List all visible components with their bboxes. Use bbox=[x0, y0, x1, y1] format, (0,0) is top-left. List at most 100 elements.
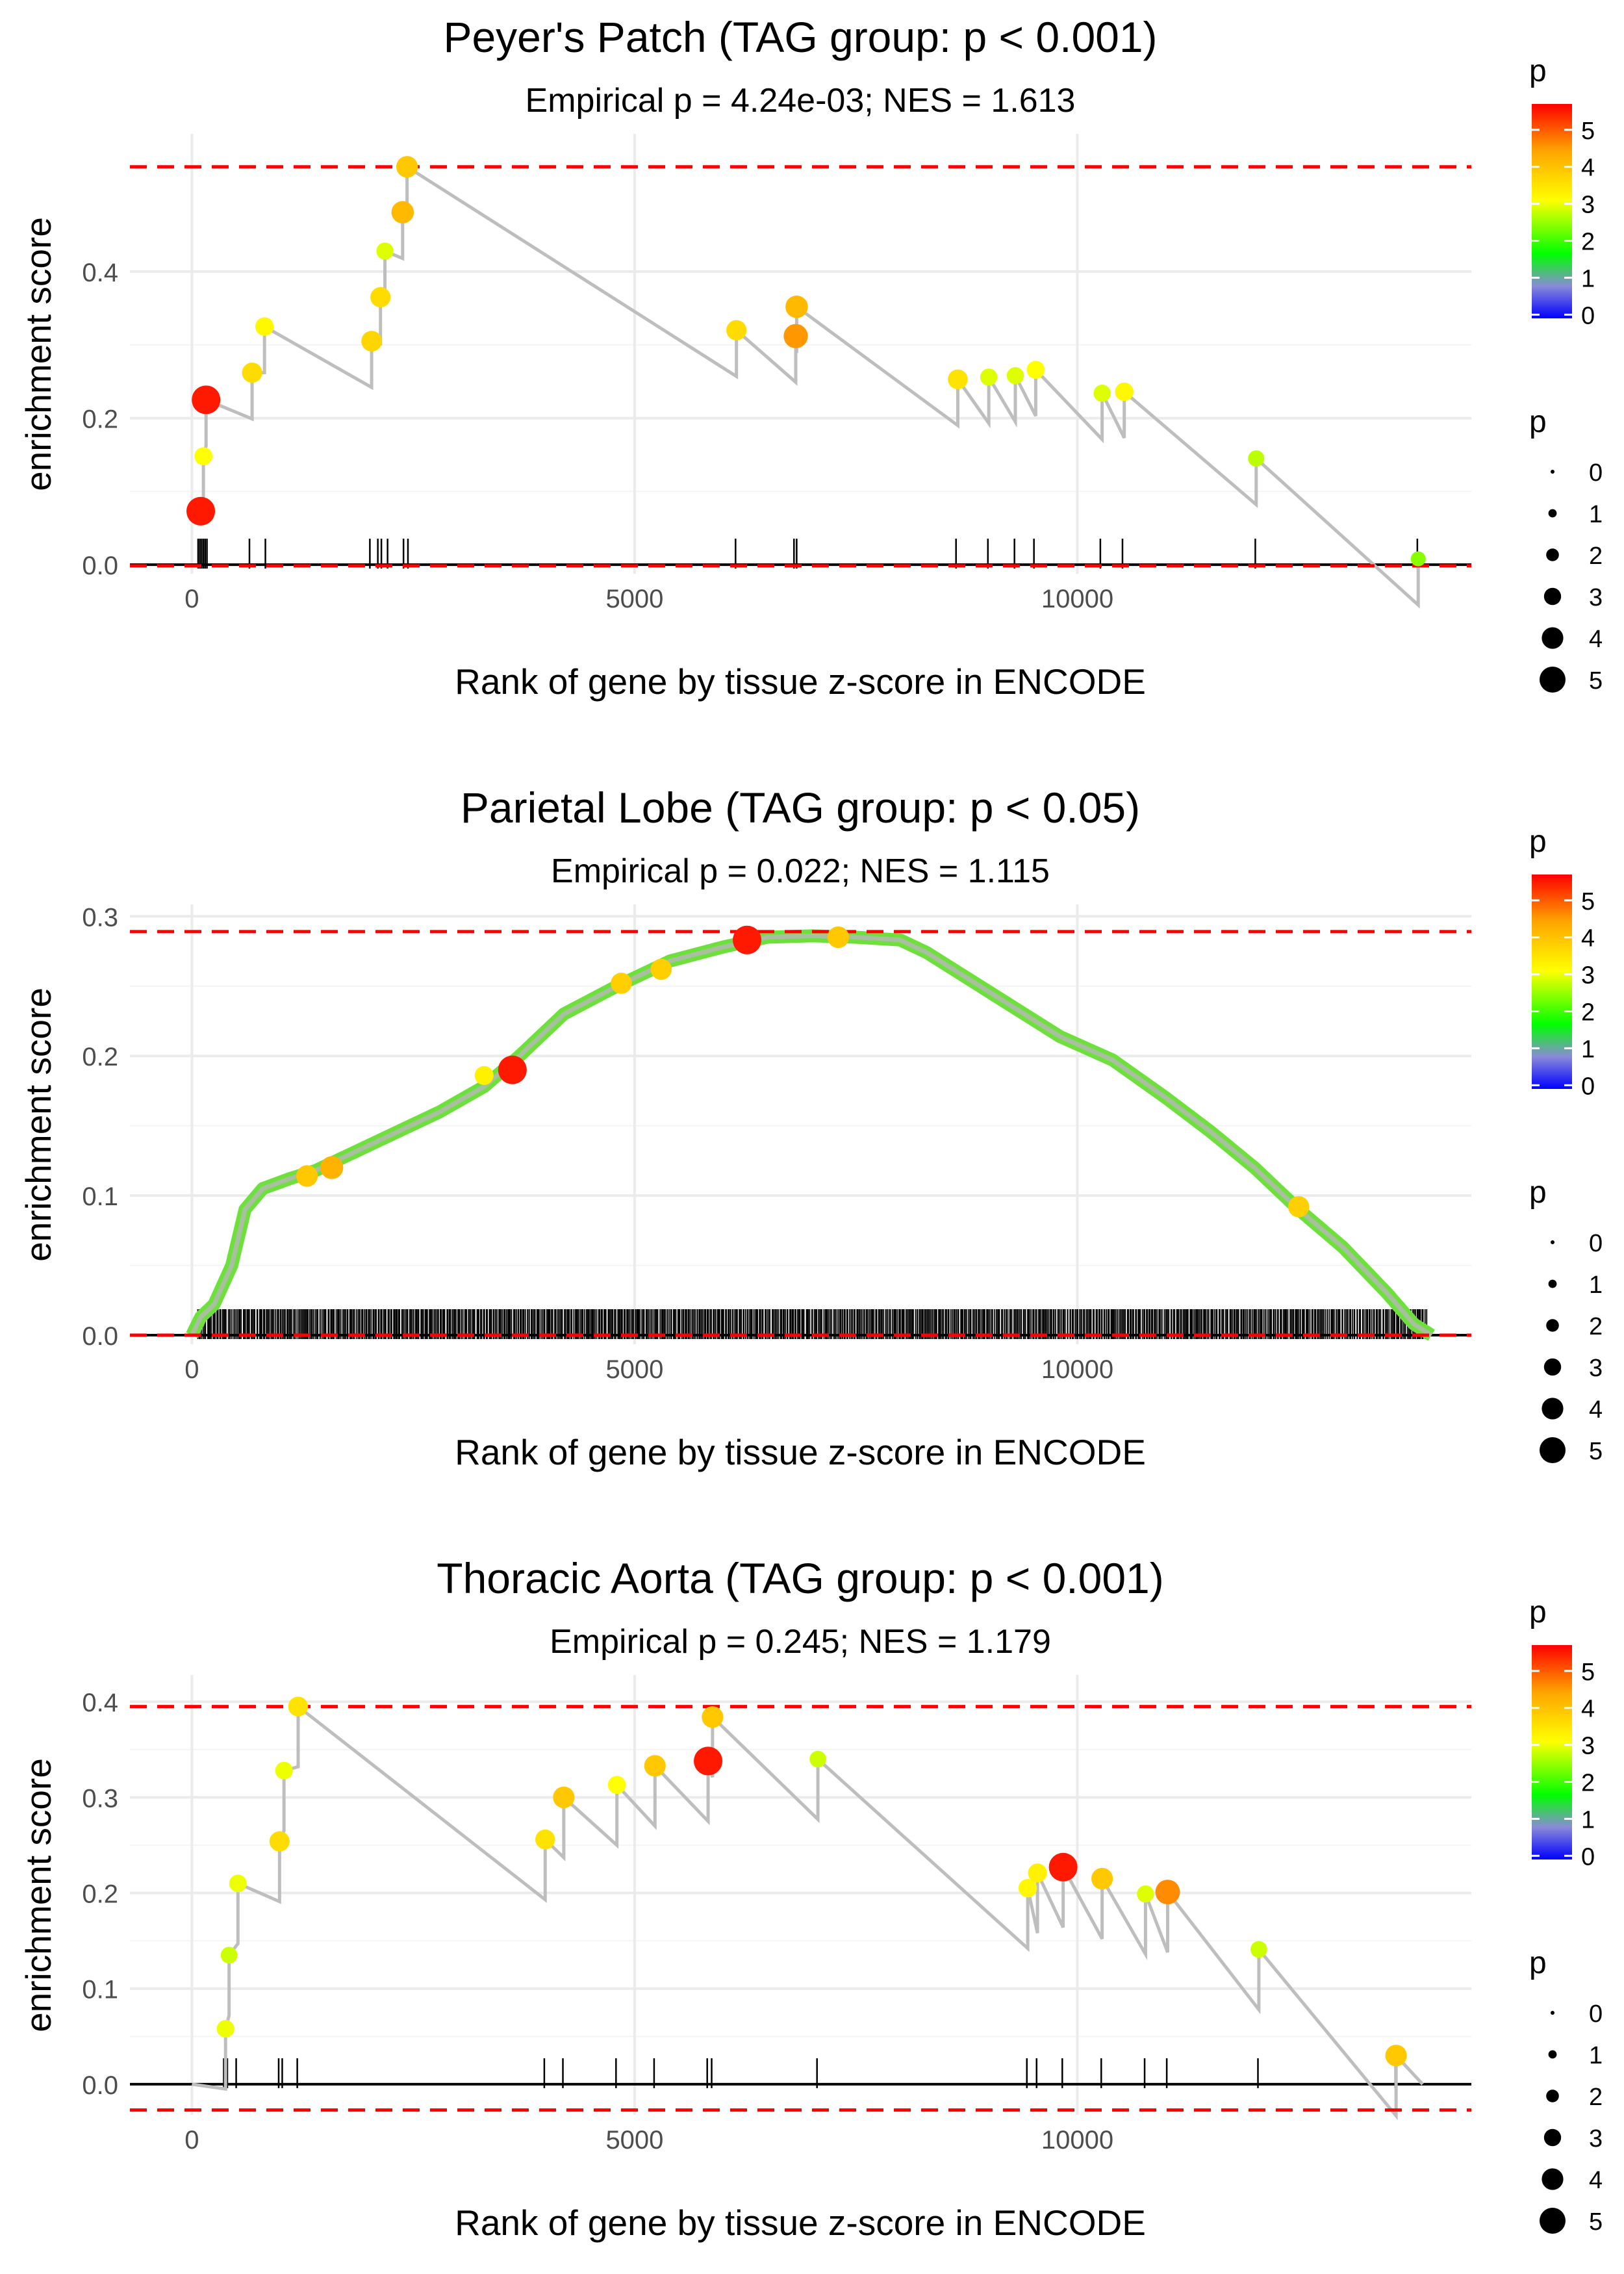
size-key-label: 2 bbox=[1589, 543, 1603, 570]
size-key-label: 2 bbox=[1589, 1313, 1603, 1340]
color-bar-label: 5 bbox=[1581, 1659, 1595, 1686]
data-point bbox=[396, 156, 418, 178]
data-point bbox=[726, 320, 747, 340]
data-point bbox=[535, 1829, 555, 1850]
color-bar-label: 1 bbox=[1581, 1806, 1595, 1833]
x-tick-label: 10000 bbox=[1041, 2126, 1113, 2154]
y-tick-labels: 0.0 0.1 0.2 0.3 bbox=[82, 903, 118, 1351]
chart-subtitle: Empirical p = 0.245; NES = 1.179 bbox=[550, 1623, 1051, 1661]
y-tick-label: 0.1 bbox=[82, 1182, 118, 1211]
x-tick-labels: 0 5000 10000 bbox=[184, 585, 1113, 613]
legend: p 0 1 2 3 4 5 p 0 1 2 3 4 5 bbox=[1529, 824, 1603, 1465]
grid bbox=[130, 1675, 1471, 2115]
y-tick-label: 0.2 bbox=[82, 1880, 118, 1909]
y-tick-label: 0.1 bbox=[82, 1976, 118, 2004]
data-point bbox=[269, 1831, 290, 1852]
size-key-label: 1 bbox=[1589, 1271, 1603, 1299]
data-point bbox=[288, 1696, 309, 1717]
size-key bbox=[1551, 1240, 1554, 1244]
size-key-label: 0 bbox=[1589, 1230, 1603, 1257]
data-point bbox=[1006, 366, 1024, 385]
panel-peyers-patch: Peyer's Patch (TAG group: p < 0.001) Emp… bbox=[18, 13, 1603, 702]
data-point bbox=[611, 973, 632, 994]
size-key bbox=[1548, 1279, 1557, 1288]
color-bar-label: 1 bbox=[1581, 1036, 1595, 1063]
chart-title: Parietal Lobe (TAG group: p < 0.05) bbox=[461, 784, 1140, 832]
y-tick-label: 0.4 bbox=[82, 259, 118, 287]
x-axis-label: Rank of gene by tissue z-score in ENCODE bbox=[455, 661, 1146, 702]
size-key bbox=[1546, 1319, 1559, 1332]
legend-size-title: p bbox=[1529, 1175, 1547, 1210]
data-point bbox=[391, 201, 414, 224]
size-legend: 0 1 2 3 4 5 bbox=[1540, 2000, 1603, 2236]
enrichment-line bbox=[192, 1703, 1424, 2121]
series-points bbox=[296, 925, 1310, 1218]
y-tick-label: 0.0 bbox=[82, 1322, 118, 1351]
data-point bbox=[607, 1776, 626, 1795]
data-point bbox=[1410, 551, 1426, 567]
data-point bbox=[1155, 1880, 1180, 1905]
y-tick-labels: 0.0 0.2 0.4 bbox=[82, 259, 118, 580]
y-tick-label: 0.0 bbox=[82, 552, 118, 580]
x-tick-labels: 0 5000 10000 bbox=[184, 2126, 1113, 2154]
color-bar-label: 3 bbox=[1581, 1733, 1595, 1760]
chart-subtitle: Empirical p = 4.24e-03; NES = 1.613 bbox=[526, 82, 1076, 120]
chart-title: Thoracic Aorta (TAG group: p < 0.001) bbox=[437, 1554, 1164, 1602]
series-lines bbox=[192, 1703, 1424, 2121]
legend-color-title: p bbox=[1529, 824, 1547, 859]
panel-thoracic-aorta: Thoracic Aorta (TAG group: p < 0.001) Em… bbox=[18, 1554, 1603, 2243]
chart-title: Peyer's Patch (TAG group: p < 0.001) bbox=[443, 13, 1157, 61]
color-bar-label: 4 bbox=[1581, 925, 1595, 952]
x-tick-label: 5000 bbox=[605, 1355, 663, 1384]
size-key-label: 3 bbox=[1589, 584, 1603, 611]
size-key-label: 3 bbox=[1589, 2125, 1603, 2153]
x-tick-labels: 0 5000 10000 bbox=[184, 1355, 1113, 1384]
color-bar-label: 4 bbox=[1581, 155, 1595, 182]
size-key bbox=[1542, 1398, 1564, 1420]
color-bar-label: 5 bbox=[1581, 118, 1595, 145]
size-key bbox=[1543, 1358, 1562, 1376]
size-key bbox=[1542, 2168, 1564, 2190]
color-bar-ticks: 0 1 2 3 4 5 bbox=[1532, 1659, 1595, 1871]
size-key bbox=[1546, 548, 1559, 561]
data-point bbox=[1091, 1867, 1113, 1890]
data-point bbox=[702, 1706, 724, 1728]
size-key-label: 4 bbox=[1589, 1396, 1603, 1424]
data-point bbox=[370, 287, 391, 308]
color-bar-label: 0 bbox=[1581, 1073, 1595, 1100]
x-tick-label: 0 bbox=[184, 2126, 199, 2154]
legend: p 0 1 2 3 4 5 p 0 1 2 3 4 5 bbox=[1529, 1595, 1603, 2236]
data-point bbox=[1288, 1196, 1310, 1218]
color-bar-label: 4 bbox=[1581, 1696, 1595, 1723]
data-point bbox=[474, 1066, 494, 1085]
size-key bbox=[1548, 2050, 1557, 2059]
size-key bbox=[1542, 627, 1564, 649]
size-key-label: 4 bbox=[1589, 626, 1603, 653]
size-key-label: 0 bbox=[1589, 459, 1603, 487]
size-key bbox=[1540, 2208, 1566, 2234]
threshold-lines bbox=[130, 930, 1471, 1337]
plot-panel bbox=[130, 904, 1471, 1344]
data-point bbox=[192, 385, 221, 415]
plot-panel bbox=[130, 1675, 1471, 2115]
data-point bbox=[809, 1750, 826, 1768]
size-key bbox=[1540, 667, 1566, 693]
y-axis-label: enrichment score bbox=[18, 217, 58, 491]
color-bar bbox=[1532, 1645, 1572, 1859]
data-point bbox=[644, 1755, 666, 1777]
data-point bbox=[1137, 1885, 1154, 1903]
data-point bbox=[1018, 1878, 1037, 1898]
size-key-label: 4 bbox=[1589, 2167, 1603, 2194]
y-tick-label: 0.3 bbox=[82, 903, 118, 932]
series-points bbox=[216, 1696, 1407, 2067]
size-key-label: 5 bbox=[1589, 2208, 1603, 2236]
data-point bbox=[1028, 1863, 1047, 1883]
color-bar-label: 2 bbox=[1581, 1770, 1595, 1797]
legend-size-title: p bbox=[1529, 405, 1547, 439]
data-point bbox=[694, 1746, 723, 1776]
y-axis-label: enrichment score bbox=[18, 988, 58, 1262]
size-legend: 0 1 2 3 4 5 bbox=[1540, 1230, 1603, 1465]
y-tick-label: 0.2 bbox=[82, 405, 118, 434]
color-bar bbox=[1532, 875, 1572, 1089]
